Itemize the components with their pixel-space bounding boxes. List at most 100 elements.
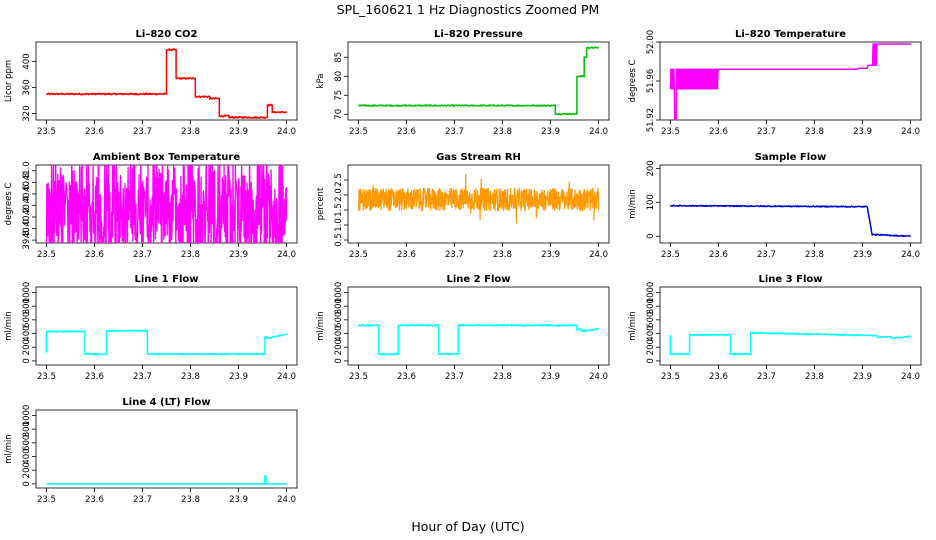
y-tick-label: 40.2 [22,208,32,227]
y-tick-label: 800 [22,421,32,437]
y-tick-label: 600 [22,435,32,451]
x-tick-label: 23.7 [757,250,776,260]
series-line [669,331,911,356]
x-tick-label: 23.8 [805,127,824,137]
x-tick-label: 23.8 [181,250,200,260]
x-tick-label: 23.5 [349,372,368,382]
series-sample-flow [669,204,911,238]
y-tick-label: 0.5 [334,233,344,247]
panel-temperature: Li–820 Temperature 23.5 23.6 23.7 23.8 23.9 24… [628,29,922,137]
plot-frame [35,164,298,244]
panel-line2-flow: Line 2 Flow 23.5 23.6 23.7 23.8 23.9 24.0 0 2004… [316,274,610,382]
x-tick-label: 23.5 [37,495,56,505]
y-tick-label: 400 [646,325,656,341]
plot-frame [35,286,298,366]
x-tick-label: 23.6 [397,250,416,260]
x-tick-label: 23.6 [397,372,416,382]
series-line2-flow [357,323,599,356]
x-tick-label: 23.7 [133,495,152,505]
x-tick-label: 23.8 [493,250,512,260]
y-tick-label: 1.0 [334,218,344,232]
y-tick-label: 200 [646,339,656,355]
x-tick-label: 24.0 [901,127,920,137]
panel-title: Sample Flow [755,152,827,163]
y-axis-label: ml/min [316,311,326,341]
panel-title: Li–820 Temperature [735,29,846,40]
x-tick-label: 23.6 [397,127,416,137]
x-tick-label: 23.5 [661,250,680,260]
series-gas-rh [357,173,600,224]
y-tick-label: 400 [22,53,32,69]
figure-x-axis-label: Hour of Day (UTC) [411,519,524,534]
x-tick-label: 23.6 [85,127,104,137]
panel-title: Ambient Box Temperature [93,152,240,163]
panel-line1-flow: Line 1 Flow 23.5 23.6 23.7 23.8 23.9 24.0 0 2004… [4,274,298,382]
y-tick-label: 40.4 [22,196,32,215]
y-tick-label: 800 [646,298,656,314]
x-tick-label: 23.5 [37,127,56,137]
series-line [669,204,911,238]
x-tick-label: 23.9 [229,495,248,505]
y-tick-label: 800 [22,298,32,314]
y-tick-label: 320 [22,105,32,121]
x-tick-label: 23.8 [805,250,824,260]
plot-frame [659,286,922,366]
y-axis-label: ml/min [4,311,14,341]
x-tick-label: 23.9 [853,250,872,260]
x-tick-label: 23.6 [709,127,728,137]
y-tick-label: 40.0 [22,219,32,238]
x-tick-label: 23.5 [661,372,680,382]
y-axis-label: kPa [316,74,326,89]
y-axis-label: Licor ppm [4,60,14,102]
x-tick-label: 23.5 [349,127,368,137]
panel-grid: Li–820 CO2 23.5 23.6 23.7 23.8 23.9 24.0 320 360… [4,29,922,505]
x-tick-label: 23.8 [493,127,512,137]
y-tick-label: 200 [646,160,656,176]
x-tick-label: 24.0 [589,127,608,137]
y-tick-label: 51.96 [646,69,656,93]
y-tick-label: 200 [22,339,32,355]
y-axis-label: degrees C [628,60,638,103]
y-tick-label: 200 [334,339,344,355]
panel-pressure: Li–820 Pressure 23.5 23.6 23.7 23.8 23.9 24.0 7… [316,29,610,137]
y-axis-label: degrees C [4,183,14,226]
series-co2 [45,48,288,119]
y-tick-label: 40.8 [22,173,32,192]
x-tick-label: 23.7 [757,127,776,137]
x-tick-label: 23.8 [493,372,512,382]
panel-title: Line 2 Flow [447,274,511,285]
y-tick-label: 800 [334,298,344,314]
figure-title: SPL_160621 1 Hz Diagnostics Zoomed PM [337,2,600,17]
x-tick-label: 23.9 [541,250,560,260]
y-axis-label: ml/min [4,434,14,464]
x-tick-label: 23.7 [445,250,464,260]
plot-frame [347,286,610,366]
y-tick-label: 80 [334,71,344,82]
y-tick-label: 41.0 [22,161,32,180]
y-tick-label: 39.8 [22,231,32,250]
panel-line3-flow: Line 3 Flow 23.5 23.6 23.7 23.8 23.9 24.0 0 2004… [628,274,922,382]
plot-frame [347,41,610,121]
y-tick-label: 1.5 [334,203,344,217]
y-tick-label: 600 [646,312,656,328]
series-line [357,323,599,356]
series-line [45,165,288,243]
y-tick-label: 600 [22,312,32,328]
panel-title: Gas Stream RH [436,152,521,163]
y-tick-label: 0 [334,358,344,363]
y-axis-label: ml/min [628,189,638,219]
x-tick-label: 23.7 [133,372,152,382]
x-tick-label: 23.9 [229,372,248,382]
y-tick-label: 400 [334,325,344,341]
plot-frame [347,164,610,244]
panel-co2: Li–820 CO2 23.5 23.6 23.7 23.8 23.9 24.0 320 360… [4,29,298,137]
y-tick-label: 360 [22,79,32,95]
x-tick-label: 23.7 [133,250,152,260]
series-temperature [669,43,911,120]
x-tick-label: 24.0 [277,372,296,382]
x-tick-label: 23.9 [229,127,248,137]
x-tick-label: 24.0 [589,372,608,382]
y-tick-label: 1000 [22,282,32,304]
y-tick-label: 75 [334,90,344,101]
series-line4-flow [46,474,287,485]
